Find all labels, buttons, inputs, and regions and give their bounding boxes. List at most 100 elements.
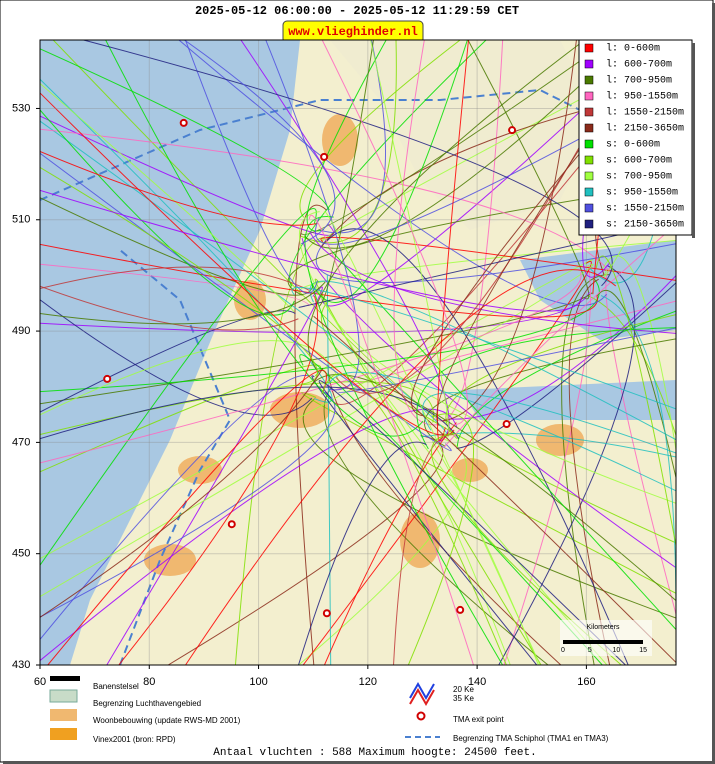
flight-track: [83, 40, 613, 287]
legend-swatch: [584, 219, 594, 229]
shadow: [3, 761, 715, 764]
legend-box: [578, 39, 693, 236]
tma-exit-point: [227, 520, 236, 529]
legend-label: l: 950-1550m: [606, 91, 678, 103]
x-tick-label: 120: [359, 676, 377, 688]
flight-track: [595, 255, 676, 546]
flight-track: [40, 128, 611, 273]
scale-bg: [560, 620, 652, 656]
flight-track: [416, 327, 676, 450]
ke20-icon: [409, 681, 435, 701]
legend-shadow: [692, 43, 695, 238]
scale-label: 15: [639, 647, 647, 654]
flight-track: [294, 204, 328, 665]
legend-swatch: [584, 91, 594, 101]
y-tick-label: 490: [12, 325, 30, 337]
y-tick-label: 530: [12, 102, 30, 114]
flight-track: [52, 40, 447, 423]
water: [460, 380, 676, 420]
flight-track: [40, 285, 299, 331]
flight-track: [40, 292, 593, 405]
flight-track: [498, 264, 636, 665]
flight-track: [407, 413, 474, 665]
exit-icon: [416, 711, 426, 721]
flight-track: [40, 374, 309, 640]
flight-track: [503, 264, 592, 665]
flight-track: [40, 48, 330, 211]
tma-exit-point: [103, 374, 112, 383]
flight-track: [443, 224, 676, 448]
site-link[interactable]: www.vlieghinder.nl: [288, 25, 418, 39]
flight-track: [40, 272, 582, 464]
flight-track: [298, 221, 676, 308]
legend-swatch: [584, 139, 594, 149]
flight-track: [40, 83, 295, 313]
legend-label: s: 0-600m: [606, 140, 660, 151]
flight-track: [40, 152, 452, 452]
map-border: [39, 39, 677, 666]
legend: l: 0-600m l: 600-700m l: 700-950m l: 950-15…: [578, 39, 695, 238]
flight-track: [318, 40, 374, 307]
key-text: 20 Ke: [453, 685, 474, 694]
flight-track: [309, 232, 676, 334]
key-text: Banenstelsel: [93, 682, 139, 691]
flight-track: [311, 375, 538, 665]
flight-track: [308, 214, 474, 665]
flight-track: [314, 85, 676, 245]
tma-exit-point: [320, 152, 329, 161]
flight-track: [321, 47, 676, 242]
flight-track: [301, 392, 676, 594]
map-area: [40, 40, 676, 665]
flight-track: [299, 40, 461, 218]
tma-boundary: [40, 88, 676, 201]
flight-track: [393, 40, 438, 426]
flight-track: [467, 40, 590, 300]
legend-label: l: 1550-2150m: [606, 107, 684, 119]
flight-track: [40, 243, 598, 318]
legend-label: l: 0-600m: [606, 43, 660, 55]
boundary-swatch: [49, 689, 78, 703]
flight-track: [320, 236, 676, 281]
ke35-icon: [409, 687, 435, 707]
legend-label: s: 600-700m: [606, 156, 672, 167]
flight-track: [184, 40, 318, 294]
legend-swatch: [584, 75, 594, 85]
flight-track: [40, 78, 333, 403]
legend-swatch: [584, 155, 594, 165]
legend-label: s: 700-950m: [606, 172, 672, 183]
flight-track: [234, 236, 326, 665]
flight-track: [40, 367, 324, 618]
flight-track: [431, 432, 622, 665]
tma-exit-point: [502, 420, 511, 429]
flight-track: [299, 354, 603, 665]
flight-track: [303, 40, 629, 249]
flight-track: [40, 390, 336, 618]
y-tick-label: 470: [12, 436, 30, 448]
flight-track: [326, 274, 332, 665]
flight-track: [323, 211, 541, 665]
flight-track: [314, 278, 542, 665]
flight-track: [321, 373, 507, 665]
flight-track: [298, 239, 676, 294]
flight-track: [445, 314, 676, 440]
key-text: Begrenzing Luchthavengebied: [93, 699, 201, 708]
shadow: [712, 3, 715, 764]
x-tick-label: 100: [249, 676, 267, 688]
tma-exit-point: [508, 126, 517, 135]
key-text: Woonbebouwing (update RWS-MD 2001): [93, 716, 241, 725]
flight-track: [40, 109, 295, 316]
tma-boundary: [119, 249, 232, 665]
flight-track: [307, 40, 586, 373]
flight-track: [335, 40, 639, 394]
legend-label: l: 600-700m: [606, 59, 672, 71]
key: Banenstelsel Begrenzing Luchthavengebied…: [49, 676, 609, 744]
flight-track: [328, 371, 676, 492]
flight-track: [240, 40, 450, 444]
flight-track: [184, 40, 336, 245]
flight-track: [47, 369, 327, 665]
flight-track: [40, 299, 313, 416]
scale-title: Kilometers: [586, 624, 620, 631]
housing: [144, 114, 584, 576]
tma-exit-point: [179, 118, 188, 127]
title: 2025-05-12 06:00:00 - 2025-05-12 11:29:5…: [195, 4, 519, 18]
